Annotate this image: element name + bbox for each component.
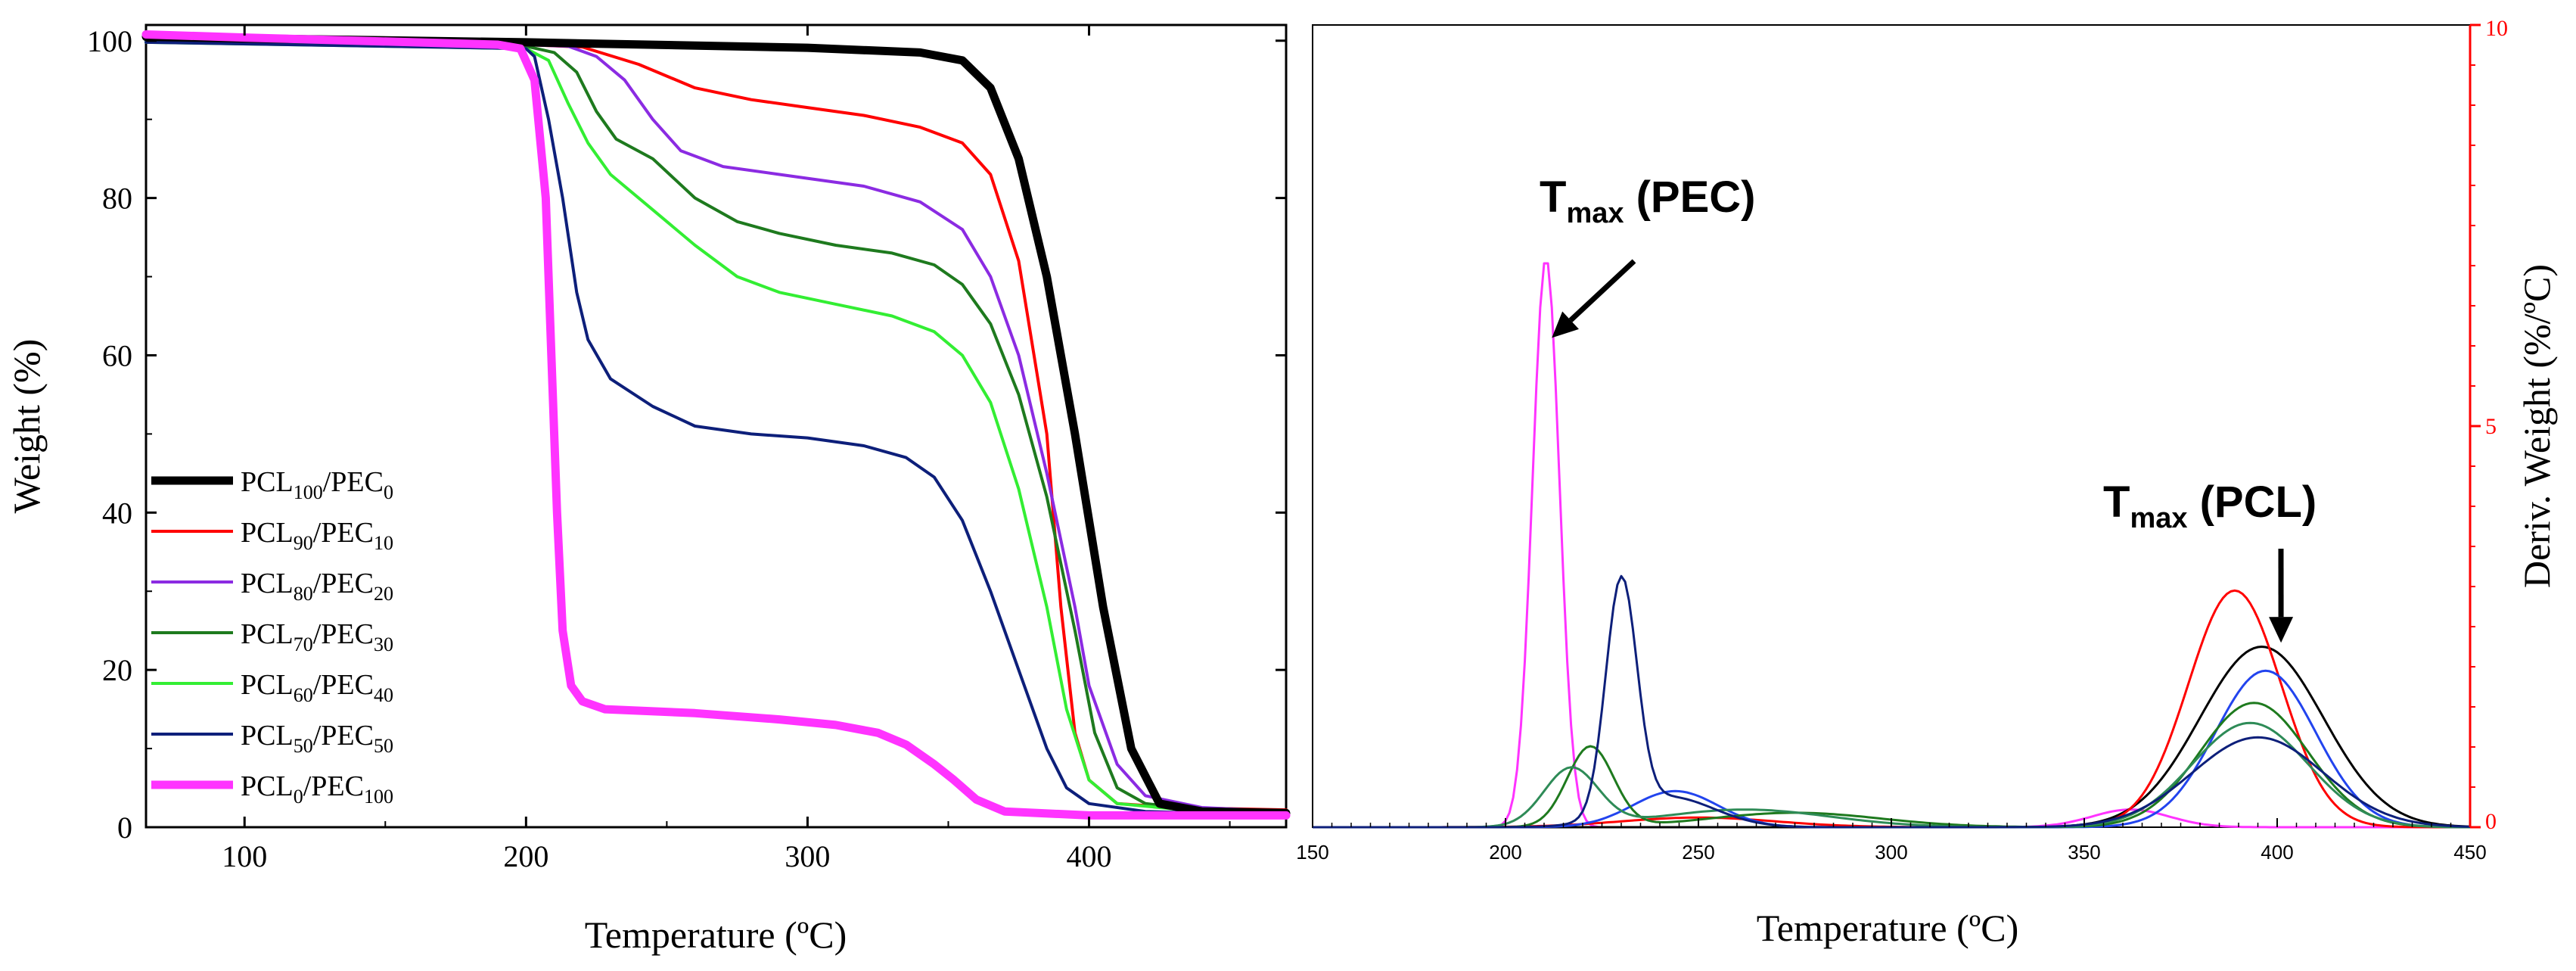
left-x-tick-label: 100	[222, 839, 267, 873]
annotation-arrow-head	[2269, 617, 2294, 643]
peak-annotation-label: Tmax (PCL)	[2103, 478, 2317, 534]
right-x-tick-label: 350	[2068, 841, 2100, 864]
right-y-axis-label: Deriv. Weight (%/ºC)	[2515, 264, 2558, 588]
peak-annotation-label: Tmax (PEC)	[1540, 173, 1756, 229]
legend-label-PCL90/PEC10: PCL90/PEC10	[241, 517, 393, 554]
left-series-group	[141, 30, 1291, 820]
left-x-axis-label: Temperature (ºC)	[585, 913, 847, 956]
left-y-tick-label: 20	[102, 653, 132, 687]
legend-label-PCL80/PEC20: PCL80/PEC20	[241, 568, 393, 605]
series-line-PCL80/PEC20	[144, 39, 1288, 814]
peak-annotations: Tmax (PEC) Tmax (PCL)	[1540, 173, 2317, 643]
tga-weight-chart: 100 200 300 400 0 20 40 60 80 100 PCL100/PEC0 PCL9…	[5, 23, 1291, 956]
right-y-tick-label: 0	[2485, 809, 2497, 834]
right-x-tick-label: 150	[1296, 841, 1328, 864]
series-line-PCL100/PEC0	[141, 33, 1291, 817]
left-y-tick-label: 40	[102, 496, 132, 530]
right-x-tick-label: 200	[1489, 841, 1521, 864]
legend-label-PCL100/PEC0: PCL100/PEC0	[241, 466, 393, 503]
left-y-tick-label: 100	[87, 24, 132, 58]
right-x-tick-label: 400	[2261, 841, 2293, 864]
series-line-PCL60/PEC40	[144, 40, 1288, 815]
right-axis-ticks: 150 200 250 300 350 400 450 0 5 10	[1296, 16, 2508, 864]
legend-label-PCL70/PEC30: PCL70/PEC30	[241, 618, 393, 655]
legend-label-PCL60/PEC40: PCL60/PEC40	[241, 669, 393, 706]
series-line-PCL70/PEC30	[144, 39, 1288, 814]
right-x-tick-label: 250	[1682, 841, 1714, 864]
right-y-tick-label: 10	[2485, 16, 2508, 41]
right-y-tick-label: 5	[2485, 414, 2497, 439]
left-y-tick-label: 0	[117, 811, 132, 845]
left-x-tick-label: 400	[1067, 839, 1112, 873]
left-plot-frame	[144, 23, 1288, 829]
left-y-tick-label: 60	[102, 338, 132, 372]
left-y-axis-label: Weight (%)	[5, 339, 48, 514]
legend-label-PCL50/PEC50: PCL50/PEC50	[241, 720, 393, 757]
left-y-tick-label: 80	[102, 182, 132, 216]
series-line-PCL50/PEC50	[144, 40, 1288, 817]
right-plot-frame	[1312, 24, 2471, 828]
left-x-tick-label: 300	[785, 839, 830, 873]
left-x-tick-label: 200	[503, 839, 548, 873]
right-x-tick-label: 300	[1875, 841, 1907, 864]
legend-label-PCL0/PEC100: PCL0/PEC100	[241, 770, 393, 808]
right-x-tick-label: 450	[2453, 841, 2486, 864]
series-line-PCL0/PEC100	[141, 30, 1291, 820]
legend: PCL100/PEC0 PCL90/PEC10 PCL80/PEC20 PCL70/P…	[151, 466, 393, 808]
annotation-arrow-head	[1552, 311, 1579, 338]
left-axis-ticks: 100 200 300 400 0 20 40 60 80 100	[87, 24, 1286, 873]
annotation-arrow-shaft	[1568, 259, 1636, 322]
right-x-axis-label: Temperature (ºC)	[1757, 907, 2019, 949]
